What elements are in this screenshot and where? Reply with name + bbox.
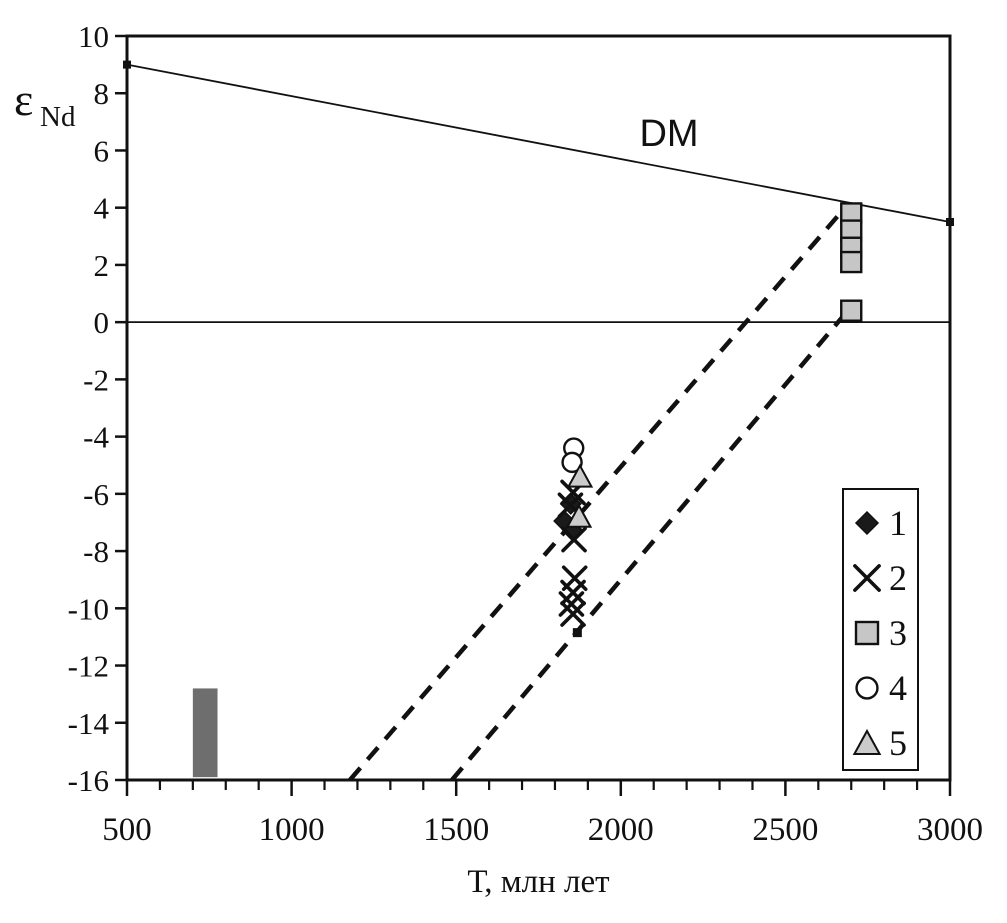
x-tick-label: 1000 xyxy=(259,812,325,848)
y-tick-label: 0 xyxy=(94,305,110,340)
y-tick-label: 8 xyxy=(94,76,110,111)
legend-symbol-cross xyxy=(853,564,881,592)
legend-label-2: 2 xyxy=(889,558,907,598)
series-3-point xyxy=(840,250,863,274)
legend-label-1: 1 xyxy=(889,503,907,543)
reference-bar xyxy=(192,688,218,778)
y-tick-label: -8 xyxy=(83,534,109,569)
y-axis-title-subscript: Nd xyxy=(40,101,76,133)
y-tick-label: -10 xyxy=(68,591,109,626)
series-5-point xyxy=(566,463,594,488)
legend-label-4: 4 xyxy=(889,668,907,708)
crust-evolution-line-lower xyxy=(450,307,851,782)
crust-evolution-line-upper xyxy=(348,206,847,782)
series-3-point xyxy=(840,299,863,322)
y-tick-label: 10 xyxy=(78,19,109,54)
legend-symbol-circle xyxy=(855,676,879,700)
x-axis-title: Т, млн лет xyxy=(467,864,609,900)
y-axis-title-epsilon: ε xyxy=(14,74,33,125)
dm-line xyxy=(126,63,951,223)
series-2-point xyxy=(560,601,586,627)
y-tick-label: -16 xyxy=(68,763,109,798)
x-tick-label: 500 xyxy=(102,812,152,848)
series-5-point xyxy=(565,503,593,528)
series-4-point xyxy=(561,451,583,474)
y-tick-label: -12 xyxy=(68,649,109,684)
y-tick-label: 4 xyxy=(94,191,110,226)
y-tick-label: -14 xyxy=(68,706,110,741)
y-tick-label: -2 xyxy=(83,362,109,397)
y-tick-label: 6 xyxy=(94,133,110,168)
x-tick-label: 2000 xyxy=(588,812,654,848)
legend-symbol-square xyxy=(854,620,880,646)
series-2-point xyxy=(558,591,585,617)
x-tick-label: 3000 xyxy=(917,812,983,848)
x-tick-label: 1500 xyxy=(423,812,489,848)
x-tick-label: 2500 xyxy=(752,812,818,848)
dm-label: DM xyxy=(639,113,698,155)
legend-symbol-triangle xyxy=(852,728,882,755)
series-2-point xyxy=(561,526,587,553)
legend-label-5: 5 xyxy=(889,723,907,763)
y-tick-label: -4 xyxy=(83,420,109,455)
y-tick-label: 2 xyxy=(94,248,110,283)
legend-label-3: 3 xyxy=(889,613,907,653)
dashed-line-marker xyxy=(572,628,582,638)
y-tick-label: -6 xyxy=(83,477,109,512)
plot-frame xyxy=(125,34,952,782)
legend-symbol-diamond xyxy=(854,510,880,536)
